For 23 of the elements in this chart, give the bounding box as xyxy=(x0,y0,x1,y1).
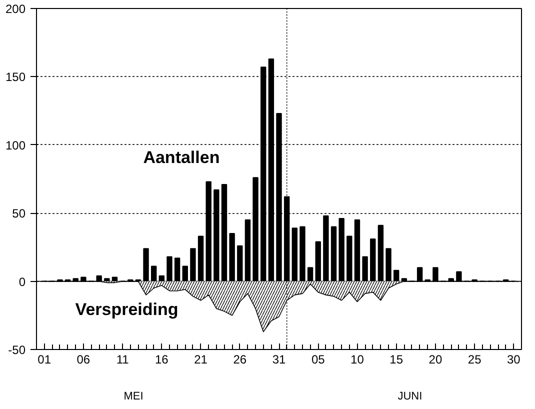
y-tick-label: 200 xyxy=(5,2,26,16)
y-tick-label: 50 xyxy=(12,206,26,221)
x-tick-label: 06 xyxy=(76,352,90,366)
series-label: Aantallen xyxy=(143,148,220,168)
x-tick-label: 10 xyxy=(350,352,364,366)
x-tick-label: 25 xyxy=(468,352,482,366)
x-tick-label: 26 xyxy=(233,352,247,366)
x-tick-label: 21 xyxy=(194,352,208,366)
y-tick-label: -50 xyxy=(8,343,26,357)
x-tick-label: 16 xyxy=(154,352,169,366)
y-tick-label: 0 xyxy=(18,274,26,289)
x-tick-label: 30 xyxy=(507,352,521,366)
y-tick-label: 150 xyxy=(5,70,26,84)
x-tick-label: 31 xyxy=(272,352,286,366)
x-tick-label: 11 xyxy=(116,352,130,366)
x-tick-label: 15 xyxy=(390,352,404,366)
x-tick-label: 20 xyxy=(428,352,442,366)
x-tick-label: 05 xyxy=(311,352,326,366)
y-tick-label: 100 xyxy=(5,138,26,152)
text: JUNI xyxy=(398,390,422,402)
text: MEI xyxy=(124,390,144,402)
series-label: Verspreiding xyxy=(75,300,178,319)
x-tick-label: 01 xyxy=(38,352,52,366)
